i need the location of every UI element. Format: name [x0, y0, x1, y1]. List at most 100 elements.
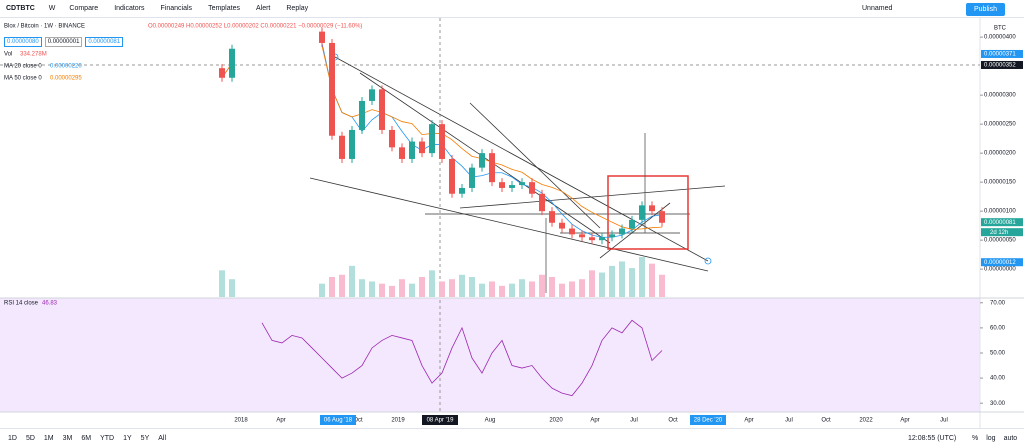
- volume-bar: [599, 272, 605, 297]
- toolbar-buttons: Compare Indicators Financials Templates Aler…: [69, 5, 308, 12]
- range-button[interactable]: YTD: [100, 434, 115, 442]
- volume-bar: [589, 270, 595, 297]
- candle-body: [419, 141, 425, 154]
- ma20-value: 0.00000220: [50, 64, 82, 70]
- time-label: Apr: [744, 418, 753, 424]
- range-button[interactable]: 1M: [43, 434, 54, 442]
- toolbar-button[interactable]: Templates: [208, 5, 240, 12]
- y-tick-label: 0.00000200: [984, 151, 1016, 157]
- candle-body: [579, 234, 585, 238]
- legend-ohlc: O0.00000249 H0.00000252 L0.00000202 C0.0…: [148, 24, 362, 30]
- candle-body: [529, 182, 535, 194]
- volume-bar: [459, 274, 465, 297]
- volume-bar: [549, 277, 555, 297]
- candle-body: [219, 68, 225, 78]
- rsi-tick-label: 60.00: [990, 325, 1006, 331]
- rsi-tick-label: 30.00: [990, 401, 1006, 407]
- toolbar-button[interactable]: Compare: [69, 5, 99, 12]
- range-button[interactable]: 6M: [81, 434, 92, 442]
- range-button[interactable]: 5Y: [140, 434, 150, 442]
- time-label: 2022: [859, 418, 873, 424]
- range-button[interactable]: 1D: [8, 434, 17, 442]
- candle-body: [559, 222, 565, 229]
- volume-bar: [329, 277, 335, 297]
- toolbar-button[interactable]: Financials: [160, 5, 193, 12]
- price-tag-label: 0.00000352: [984, 63, 1016, 69]
- range-button[interactable]: 1Y: [123, 434, 132, 442]
- volume-bar: [449, 279, 455, 297]
- toolbar-button[interactable]: Alert: [255, 5, 271, 12]
- volume-bar: [489, 281, 495, 297]
- time-label: Jul: [630, 418, 638, 424]
- rsi-tick-label: 40.00: [990, 376, 1006, 382]
- clock: 12:08:55 (UTC): [908, 435, 957, 442]
- volume-bar: [469, 277, 475, 297]
- candle-body: [349, 129, 355, 159]
- time-highlight-bg: [320, 415, 356, 425]
- candle-body: [399, 147, 405, 159]
- candle-body: [439, 124, 445, 159]
- price-tag: [981, 60, 1023, 69]
- time-label: Oct: [668, 418, 678, 424]
- rsi-label: RSI 14 close: [4, 301, 39, 307]
- volume-bar: [419, 277, 425, 297]
- rsi-band: [0, 298, 980, 412]
- candle-body: [329, 42, 335, 136]
- range-button[interactable]: 3M: [62, 434, 73, 442]
- volume-bar: [509, 283, 515, 297]
- candle-body: [449, 158, 455, 194]
- candle-body: [609, 234, 615, 238]
- candle-body: [459, 187, 465, 194]
- scale-option[interactable]: auto: [1003, 435, 1018, 442]
- scale-option[interactable]: log: [986, 435, 996, 442]
- symbol[interactable]: CDTBTC: [6, 5, 35, 12]
- candle-body: [569, 228, 575, 235]
- price-input[interactable]: 0.00000080: [4, 37, 42, 47]
- price-input[interactable]: 0.00000081: [85, 37, 124, 47]
- ma50-value: 0.00000295: [50, 76, 82, 82]
- candle-body: [369, 89, 375, 101]
- range-button[interactable]: 5D: [25, 434, 35, 442]
- volume-bar: [429, 270, 435, 297]
- volume-bar: [369, 281, 375, 297]
- candle-body: [409, 141, 415, 159]
- layout-name[interactable]: Unnamed: [862, 5, 893, 12]
- price-tag-label: 0.00000371: [984, 52, 1016, 58]
- toolbar-button[interactable]: Replay: [286, 5, 309, 12]
- countdown-bg: [981, 228, 1023, 237]
- volume-bar: [479, 283, 485, 297]
- volume-bar: [609, 265, 615, 297]
- candle-body: [229, 48, 235, 78]
- publish-button[interactable]: Publish: [966, 3, 1005, 16]
- candle-body: [599, 237, 605, 241]
- volume-bar: [649, 263, 655, 297]
- interval[interactable]: W: [48, 5, 56, 12]
- ma20-label: MA 20 close 0: [4, 64, 42, 70]
- volume-bar: [439, 281, 445, 297]
- time-label: Apr: [900, 418, 909, 424]
- candle-body: [509, 185, 515, 188]
- volume-bar: [529, 281, 535, 297]
- range-button[interactable]: All: [158, 434, 167, 442]
- volume-bar: [339, 274, 345, 297]
- top-toolbar: CDTBTC W Compare Indicators Financials Temp…: [0, 0, 1024, 18]
- price-inputs: 0.00000080 0.00000001 0.00000081: [4, 37, 124, 47]
- candle-body: [549, 211, 555, 223]
- time-label: Apr: [590, 418, 599, 424]
- vol-label: Vol: [4, 52, 12, 58]
- toolbar-button[interactable]: Indicators: [114, 5, 145, 12]
- price-tag: [981, 49, 1023, 58]
- candle-body: [379, 89, 385, 130]
- candle-body: [619, 228, 625, 235]
- price-input[interactable]: 0.00000001: [44, 37, 83, 47]
- time-label: Oct: [821, 418, 831, 424]
- time-highlight-bg: [422, 415, 458, 425]
- scale-option[interactable]: %: [972, 435, 979, 442]
- ranges: 1D 5D 1M 3M 6M YTD 1Y 5Y All: [8, 435, 166, 442]
- rsi-value: 46.83: [42, 301, 58, 307]
- volume-bar: [219, 270, 225, 297]
- volume-bar: [619, 261, 625, 297]
- time-label: Jul: [940, 418, 948, 424]
- price-tag: [981, 258, 1023, 267]
